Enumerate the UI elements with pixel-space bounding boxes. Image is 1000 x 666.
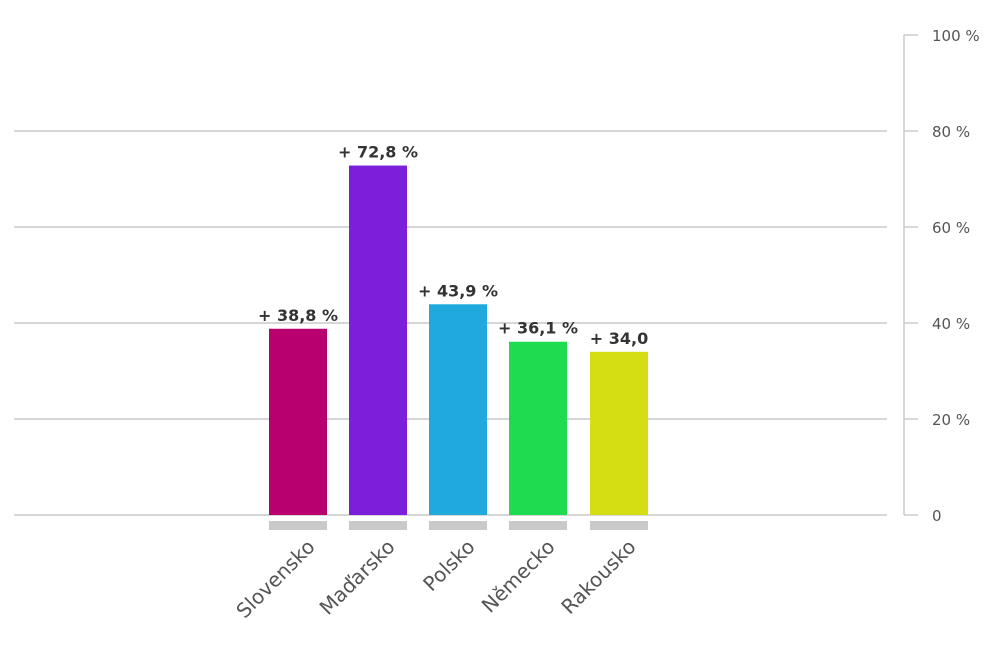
bar: [590, 351, 648, 515]
y-tick-label: 60 %: [932, 219, 970, 237]
category-marker: [349, 521, 407, 530]
y-tick-label: 40 %: [932, 315, 970, 333]
bar-value-label: + 38,8 %: [258, 306, 338, 325]
bar: [349, 165, 407, 515]
category-label: Maďarsko: [315, 535, 400, 620]
category-label: Německo: [477, 535, 560, 618]
bar: [269, 328, 327, 515]
category-label: Slovensko: [231, 535, 319, 623]
bar: [509, 341, 567, 515]
y-tick-label: 80 %: [932, 123, 970, 141]
bar: [429, 304, 487, 515]
y-axis: 0 20 % 40 % 60 % 80 % 100 %: [903, 27, 980, 525]
data-labels: + 38,8 % + 72,8 % + 43,9 %+ 36,1 % + 34,0: [258, 143, 648, 348]
bar-value-label: + 43,9 %: [418, 281, 498, 300]
category-label: Rakousko: [556, 535, 640, 619]
category-marker: [509, 521, 567, 530]
category-marker: [429, 521, 487, 530]
category-label: Polsko: [418, 535, 479, 596]
y-tick-label: 20 %: [932, 411, 970, 429]
bars: [269, 165, 648, 515]
category-marker: [590, 521, 648, 530]
bar-value-label: + 36,1 %: [498, 319, 578, 338]
bar-value-label: + 72,8 %: [338, 143, 418, 162]
category-marker: [269, 521, 327, 530]
y-tick-label: 100 %: [932, 27, 980, 45]
bar-value-label: + 34,0: [590, 329, 648, 348]
y-tick-label: 0: [932, 507, 942, 525]
